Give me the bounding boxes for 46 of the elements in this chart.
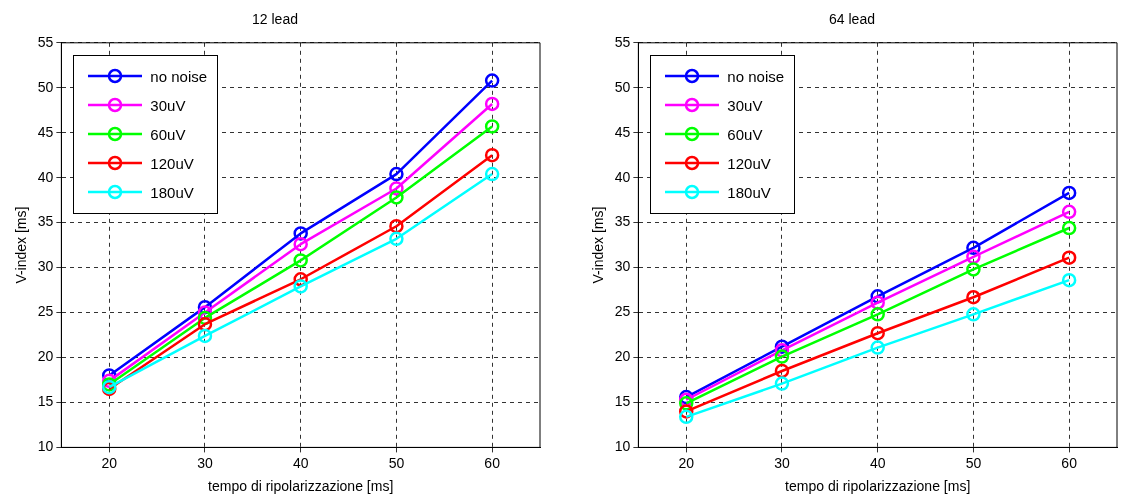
legend-label: no noise <box>727 67 785 85</box>
y-tick-label: 25 <box>614 303 631 320</box>
y-tick-label: 50 <box>614 78 631 95</box>
x-tick-label: 20 <box>678 454 695 471</box>
y-tick-label: 50 <box>37 78 54 95</box>
legend-label: 180uV <box>727 183 771 201</box>
y-tick-label: 10 <box>37 438 54 455</box>
y-tick-label: 20 <box>614 348 631 365</box>
y-tick-label: 45 <box>614 123 631 140</box>
x-tick-label: 20 <box>101 454 118 471</box>
y-tick-label: 35 <box>614 213 631 230</box>
y-tick-label: 40 <box>37 168 54 185</box>
x-tick-label: 50 <box>965 454 982 471</box>
y-tick-label: 10 <box>614 438 631 455</box>
legend-label: 60uV <box>727 125 763 143</box>
chart-title: 64 lead <box>829 11 875 28</box>
y-tick-label: 55 <box>614 33 631 50</box>
y-tick-label: 55 <box>37 33 54 50</box>
y-axis-title: V-index [ms] <box>590 206 607 284</box>
y-tick-label: 15 <box>614 393 631 410</box>
x-tick-label: 60 <box>1061 454 1078 471</box>
y-tick-label: 30 <box>37 258 54 275</box>
x-tick-label: 40 <box>292 454 309 471</box>
x-tick-label: 60 <box>484 454 501 471</box>
legend-label: 60uV <box>150 125 186 143</box>
y-tick-label: 20 <box>37 348 54 365</box>
y-tick-label: 30 <box>614 258 631 275</box>
legend-label: 180uV <box>150 183 194 201</box>
chart-title: 12 lead <box>252 11 298 28</box>
x-axis-title: tempo di ripolarizzazione [ms] <box>208 478 394 495</box>
legend-label: 120uV <box>150 154 194 172</box>
legend-label: no noise <box>150 67 208 85</box>
x-axis-title: tempo di ripolarizzazione [ms] <box>785 478 971 495</box>
x-tick-label: 40 <box>869 454 886 471</box>
y-tick-label: 45 <box>37 123 54 140</box>
legend-label: 30uV <box>150 96 186 114</box>
y-axis-title: V-index [ms] <box>13 206 30 284</box>
legend-label: 30uV <box>727 96 763 114</box>
y-tick-label: 40 <box>614 168 631 185</box>
x-tick-label: 30 <box>197 454 213 471</box>
legend-label: 120uV <box>727 154 771 172</box>
x-tick-label: 50 <box>388 454 405 471</box>
x-tick-label: 30 <box>774 454 790 471</box>
y-tick-label: 25 <box>37 303 54 320</box>
y-tick-label: 35 <box>37 213 54 230</box>
y-tick-label: 15 <box>37 393 54 410</box>
